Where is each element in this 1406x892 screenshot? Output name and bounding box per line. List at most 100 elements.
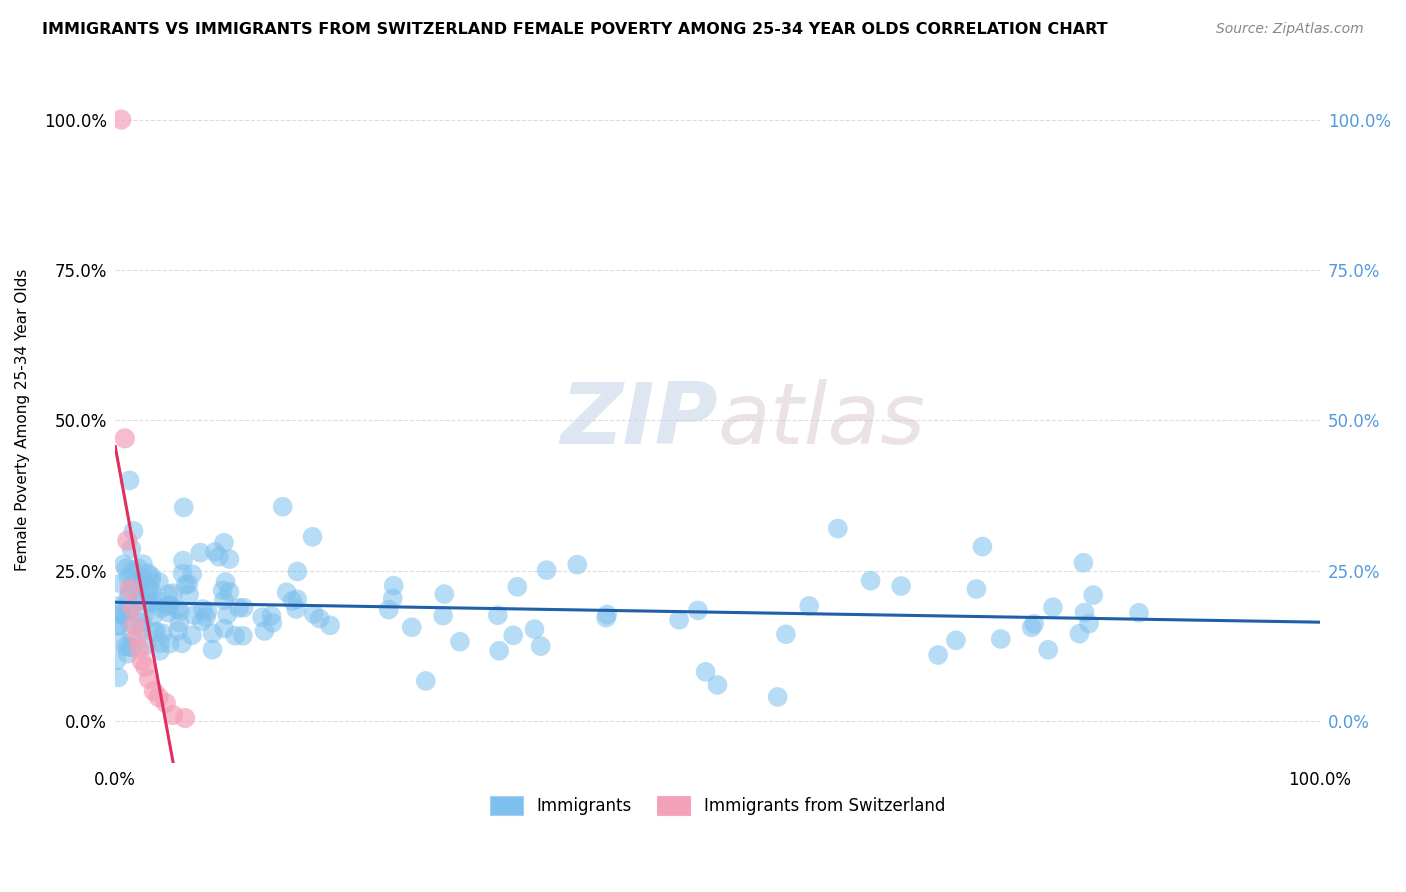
Point [596,607,619,622]
Point [125,574,148,589]
Point [117,647,139,661]
Point [132,557,155,571]
Point [107,619,129,633]
Point [118,588,141,602]
Point [285,602,308,616]
Point [319,618,342,632]
Point [253,624,276,638]
Point [523,622,546,636]
Point [128,641,150,656]
Point [208,549,231,564]
Point [121,599,143,614]
Point [567,558,589,572]
Point [107,670,129,684]
Point [118,474,141,488]
Point [134,660,156,674]
Point [945,633,967,648]
Point [195,610,218,624]
Point [162,586,184,600]
Point [136,589,159,603]
Point [486,608,509,623]
Point [287,565,309,579]
Point [135,638,157,652]
Point [990,632,1012,646]
Point [827,522,849,536]
Point [381,591,404,606]
Point [120,626,142,640]
Point [972,540,994,554]
Point [1024,616,1046,631]
Point [449,634,471,648]
Point [530,639,553,653]
Point [110,607,132,621]
Point [302,607,325,621]
Point [1073,556,1095,570]
Point [142,684,165,698]
Point [149,644,172,658]
Point [308,612,330,626]
Point [201,642,224,657]
Point [890,579,912,593]
Point [167,624,190,638]
Point [965,582,987,596]
Point [927,648,949,662]
Point [488,644,510,658]
Point [121,578,143,592]
Point [131,615,153,630]
Point [177,577,200,591]
Point [281,594,304,608]
Point [166,602,188,616]
Point [138,581,160,595]
Point [218,584,240,599]
Point [1083,588,1105,602]
Point [145,624,167,639]
Point [232,629,254,643]
Point [156,599,179,614]
Point [218,552,240,566]
Point [859,574,882,588]
Text: Source: ZipAtlas.com: Source: ZipAtlas.com [1216,22,1364,37]
Point [148,690,170,704]
Point [191,615,214,629]
Point [136,566,159,581]
Point [105,599,128,614]
Point [276,585,298,599]
Point [110,576,132,591]
Point [157,587,180,601]
Point [1069,626,1091,640]
Point [117,533,139,548]
Point [706,678,728,692]
Point [204,545,226,559]
Point [105,653,128,667]
Point [1078,616,1101,631]
Point [122,563,145,577]
Point [162,708,184,723]
Point [114,431,136,445]
Point [183,608,205,623]
Point [172,566,194,581]
Point [114,611,136,625]
Point [775,627,797,641]
Point [150,601,173,615]
Point [1128,606,1150,620]
Point [159,598,181,612]
Point [112,558,135,572]
Point [232,600,254,615]
Point [141,574,163,588]
Point [129,621,152,635]
Point [143,625,166,640]
Point [172,553,194,567]
Text: ZIP: ZIP [560,379,717,462]
Point [120,541,142,556]
Point [138,672,160,686]
Point [146,594,169,608]
Point [141,596,163,610]
Point [156,606,179,620]
Point [149,636,172,650]
Point [131,654,153,668]
Point [250,610,273,624]
Point [212,622,235,636]
Point [224,629,246,643]
Point [1038,643,1060,657]
Point [1021,620,1043,634]
